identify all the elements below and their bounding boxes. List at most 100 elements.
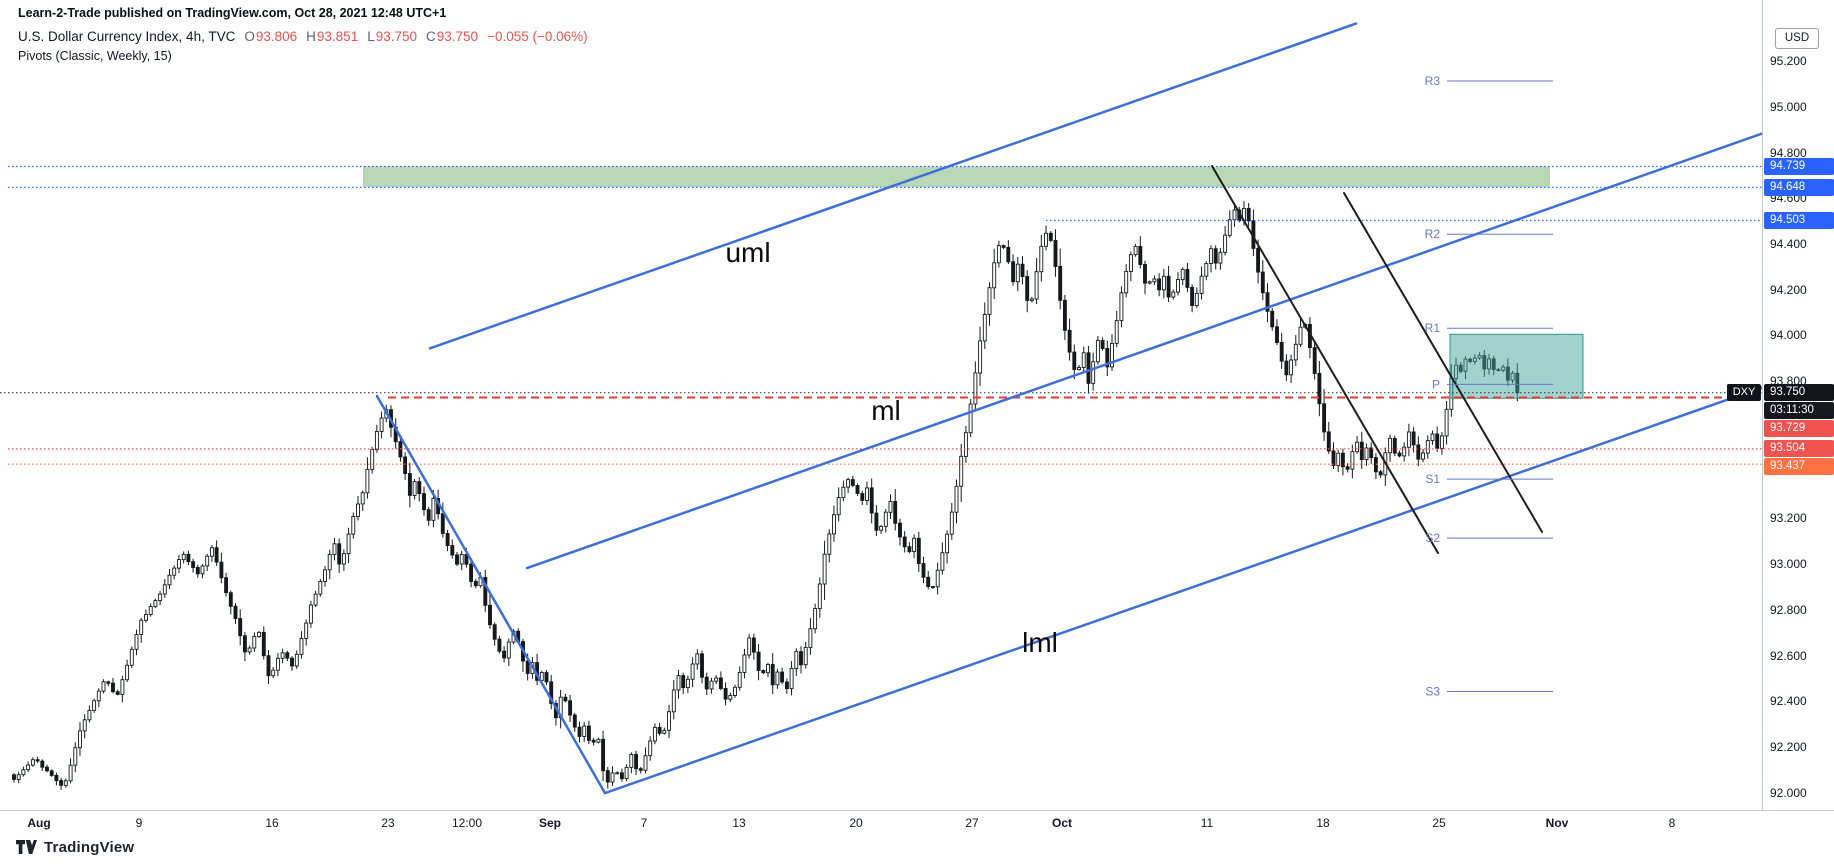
candle-body	[59, 780, 64, 786]
candle-body	[1194, 292, 1199, 306]
time-tick-20: 20	[849, 816, 863, 830]
candle-body	[49, 770, 54, 776]
candle-body	[1246, 207, 1251, 222]
candle-body	[35, 759, 40, 762]
candle-body	[129, 648, 134, 666]
candle-body	[195, 567, 200, 575]
channel-upper-uml[interactable]	[428, 22, 1358, 350]
price-tick-92.400: 92.400	[1770, 694, 1807, 709]
candle-body	[1227, 219, 1232, 236]
downtrend-line-2[interactable]	[1343, 192, 1543, 533]
candle-body	[1213, 248, 1218, 264]
candle-body	[817, 583, 822, 610]
price-tick-92.600: 92.600	[1770, 648, 1807, 663]
candle-body	[1081, 352, 1086, 368]
candle-body	[539, 672, 544, 681]
candle-body	[422, 493, 426, 511]
candle-body	[224, 577, 229, 594]
candle-body	[926, 576, 931, 587]
candle-body	[403, 456, 408, 474]
currency-label: USD	[1775, 28, 1819, 49]
candle-body	[577, 726, 582, 737]
high-readout: H 93.851	[306, 29, 358, 44]
candle-body	[365, 468, 370, 494]
candle-body	[459, 554, 464, 565]
candle-body	[681, 675, 686, 689]
candle-body	[634, 754, 639, 770]
candle-body	[1331, 450, 1336, 466]
low-value: 93.750	[375, 29, 418, 44]
candle-body	[1340, 452, 1345, 468]
time-tick-23: 23	[381, 816, 395, 830]
candle-body	[450, 545, 455, 556]
candle-body	[233, 605, 238, 620]
tradingview-logo-icon[interactable]	[16, 839, 37, 856]
candle-body	[648, 740, 653, 757]
candle-body	[115, 691, 120, 695]
candle-body	[304, 622, 309, 639]
channel-lower-lml[interactable]	[603, 386, 1762, 795]
open-value: 93.806	[255, 29, 298, 44]
candle-body	[1058, 265, 1063, 301]
candle-body	[601, 738, 606, 772]
candle-body	[271, 669, 276, 677]
time-tick-25: 25	[1432, 816, 1446, 830]
candle-body	[700, 653, 704, 678]
candle-body	[822, 553, 827, 585]
channel-label-lml[interactable]: lml	[1022, 627, 1058, 658]
candle-body	[370, 449, 375, 470]
candle-body	[1124, 270, 1129, 294]
price-axis[interactable]: USD 95.200 95.000 94.800 94.600 94.400 94.200…	[1727, 0, 1834, 810]
candle-body	[629, 754, 634, 768]
candle-body	[1345, 466, 1350, 470]
candle-body	[219, 561, 224, 579]
candle-body	[483, 576, 488, 606]
price-chart-canvas[interactable]: R3 R2 R1 P S1 S2 S3 uml ml lml	[0, 0, 1762, 810]
channel-label-uml[interactable]: uml	[725, 237, 770, 268]
candle-body	[360, 492, 365, 505]
consolidation-box-teal[interactable]	[1449, 333, 1584, 399]
candle-body	[1095, 340, 1100, 363]
level-badge-93504: 93.504	[1764, 440, 1834, 458]
resistance-zone-green[interactable]	[363, 166, 1550, 188]
candle-body	[1190, 286, 1195, 306]
candle-body	[1411, 431, 1416, 446]
candle-body	[455, 554, 459, 565]
channel-left-leg[interactable]	[375, 394, 607, 795]
candle-body	[341, 553, 346, 565]
candle-body	[290, 657, 294, 667]
candle-body	[1284, 360, 1289, 376]
candle-body	[671, 689, 676, 713]
candle-body	[1166, 275, 1171, 298]
price-tick-94.400: 94.400	[1770, 237, 1807, 251]
indicator-title[interactable]: Pivots (Classic, Weekly, 15)	[18, 49, 172, 63]
candle-body	[761, 670, 766, 674]
level-badge-94503: 94.503	[1764, 211, 1834, 229]
candle-body	[101, 681, 106, 692]
candle-body	[1444, 408, 1449, 437]
time-axis[interactable]: Aug 9 16 23 12:00 Sep 7 13 20 27 Oct 11 18 25 Nov 8	[0, 810, 1834, 837]
candle-body	[855, 485, 860, 495]
candle-body	[327, 553, 332, 571]
symbol-title[interactable]: U.S. Dollar Currency Index, 4h, TVC	[18, 29, 236, 44]
candle-body	[125, 664, 130, 681]
candle-body	[1275, 326, 1279, 343]
candle-body	[1086, 352, 1091, 384]
candle-body	[87, 709, 92, 721]
tradingview-logo-text[interactable]: TradingView	[44, 839, 135, 856]
candle-body	[605, 770, 610, 783]
channel-middle-ml[interactable]	[525, 132, 1762, 570]
candle-body	[1317, 372, 1322, 405]
chart-header: Learn-2-Trade published on TradingView.c…	[18, 6, 588, 63]
symbol-ohlc-line: U.S. Dollar Currency Index, 4h, TVC O 93.…	[18, 29, 588, 44]
candle-body	[770, 664, 775, 686]
candle-body	[638, 768, 643, 771]
footer: TradingView	[16, 839, 134, 856]
candle-body	[1232, 209, 1237, 221]
downtrend-line-1[interactable]	[1211, 165, 1439, 554]
candle-body	[1416, 444, 1421, 460]
candle-body	[1430, 433, 1435, 442]
candle-body	[191, 561, 196, 568]
channel-label-ml[interactable]: ml	[871, 395, 901, 426]
